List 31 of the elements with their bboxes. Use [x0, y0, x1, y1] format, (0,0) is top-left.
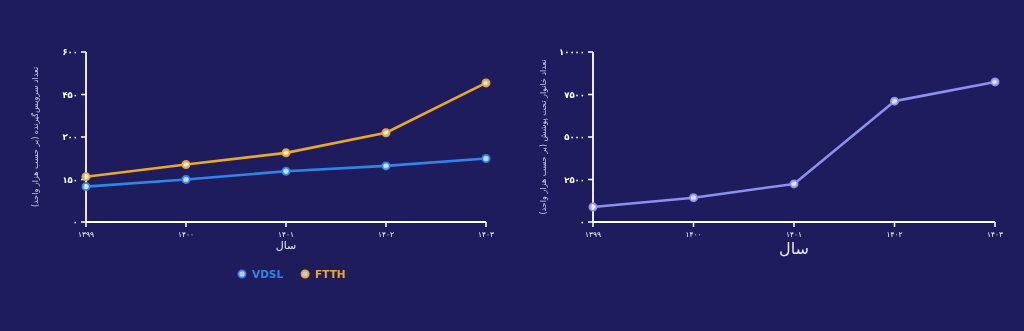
x-axis-title: سال [275, 239, 297, 252]
y-tick-label: ۷۵۰۰ [564, 89, 585, 100]
y-tick-label: ۲۵۰۰ [564, 174, 585, 185]
y-tick-label: ۰ [72, 217, 78, 227]
point [181, 175, 191, 184]
legend-label: FTTH [315, 268, 346, 280]
legend-label: VDSL [252, 268, 284, 280]
point [281, 148, 291, 158]
y-tick-label: ۱۵۰ [62, 174, 78, 185]
point [381, 128, 391, 138]
y-tick-label: ۰ [579, 217, 585, 227]
y-axis-title: تعداد خانوار تحت پوشش (بر حسب هزار واحد) [539, 59, 548, 215]
y-tick-label: ۱۰۰۰۰ [559, 47, 585, 57]
x-axis-title: سال [779, 239, 809, 258]
point [381, 161, 391, 171]
y-axis-title: تعداد سرویس‌گیرنده (بر حسب هزار واحد) [30, 66, 40, 208]
point [990, 77, 1000, 87]
point [481, 78, 491, 88]
y-tick-label: ۵۰۰۰ [564, 132, 585, 142]
point [689, 193, 698, 203]
y-tick-label: ۴۵۰ [62, 89, 78, 100]
point [789, 179, 799, 189]
point [281, 166, 291, 176]
point [481, 154, 491, 164]
y-tick-label: ۳۰۰ [62, 132, 78, 142]
point [890, 96, 899, 106]
y-tick-label: ۶۰۰ [62, 47, 78, 57]
point [81, 172, 91, 182]
point [181, 159, 191, 169]
point [588, 202, 598, 212]
point [81, 182, 91, 192]
